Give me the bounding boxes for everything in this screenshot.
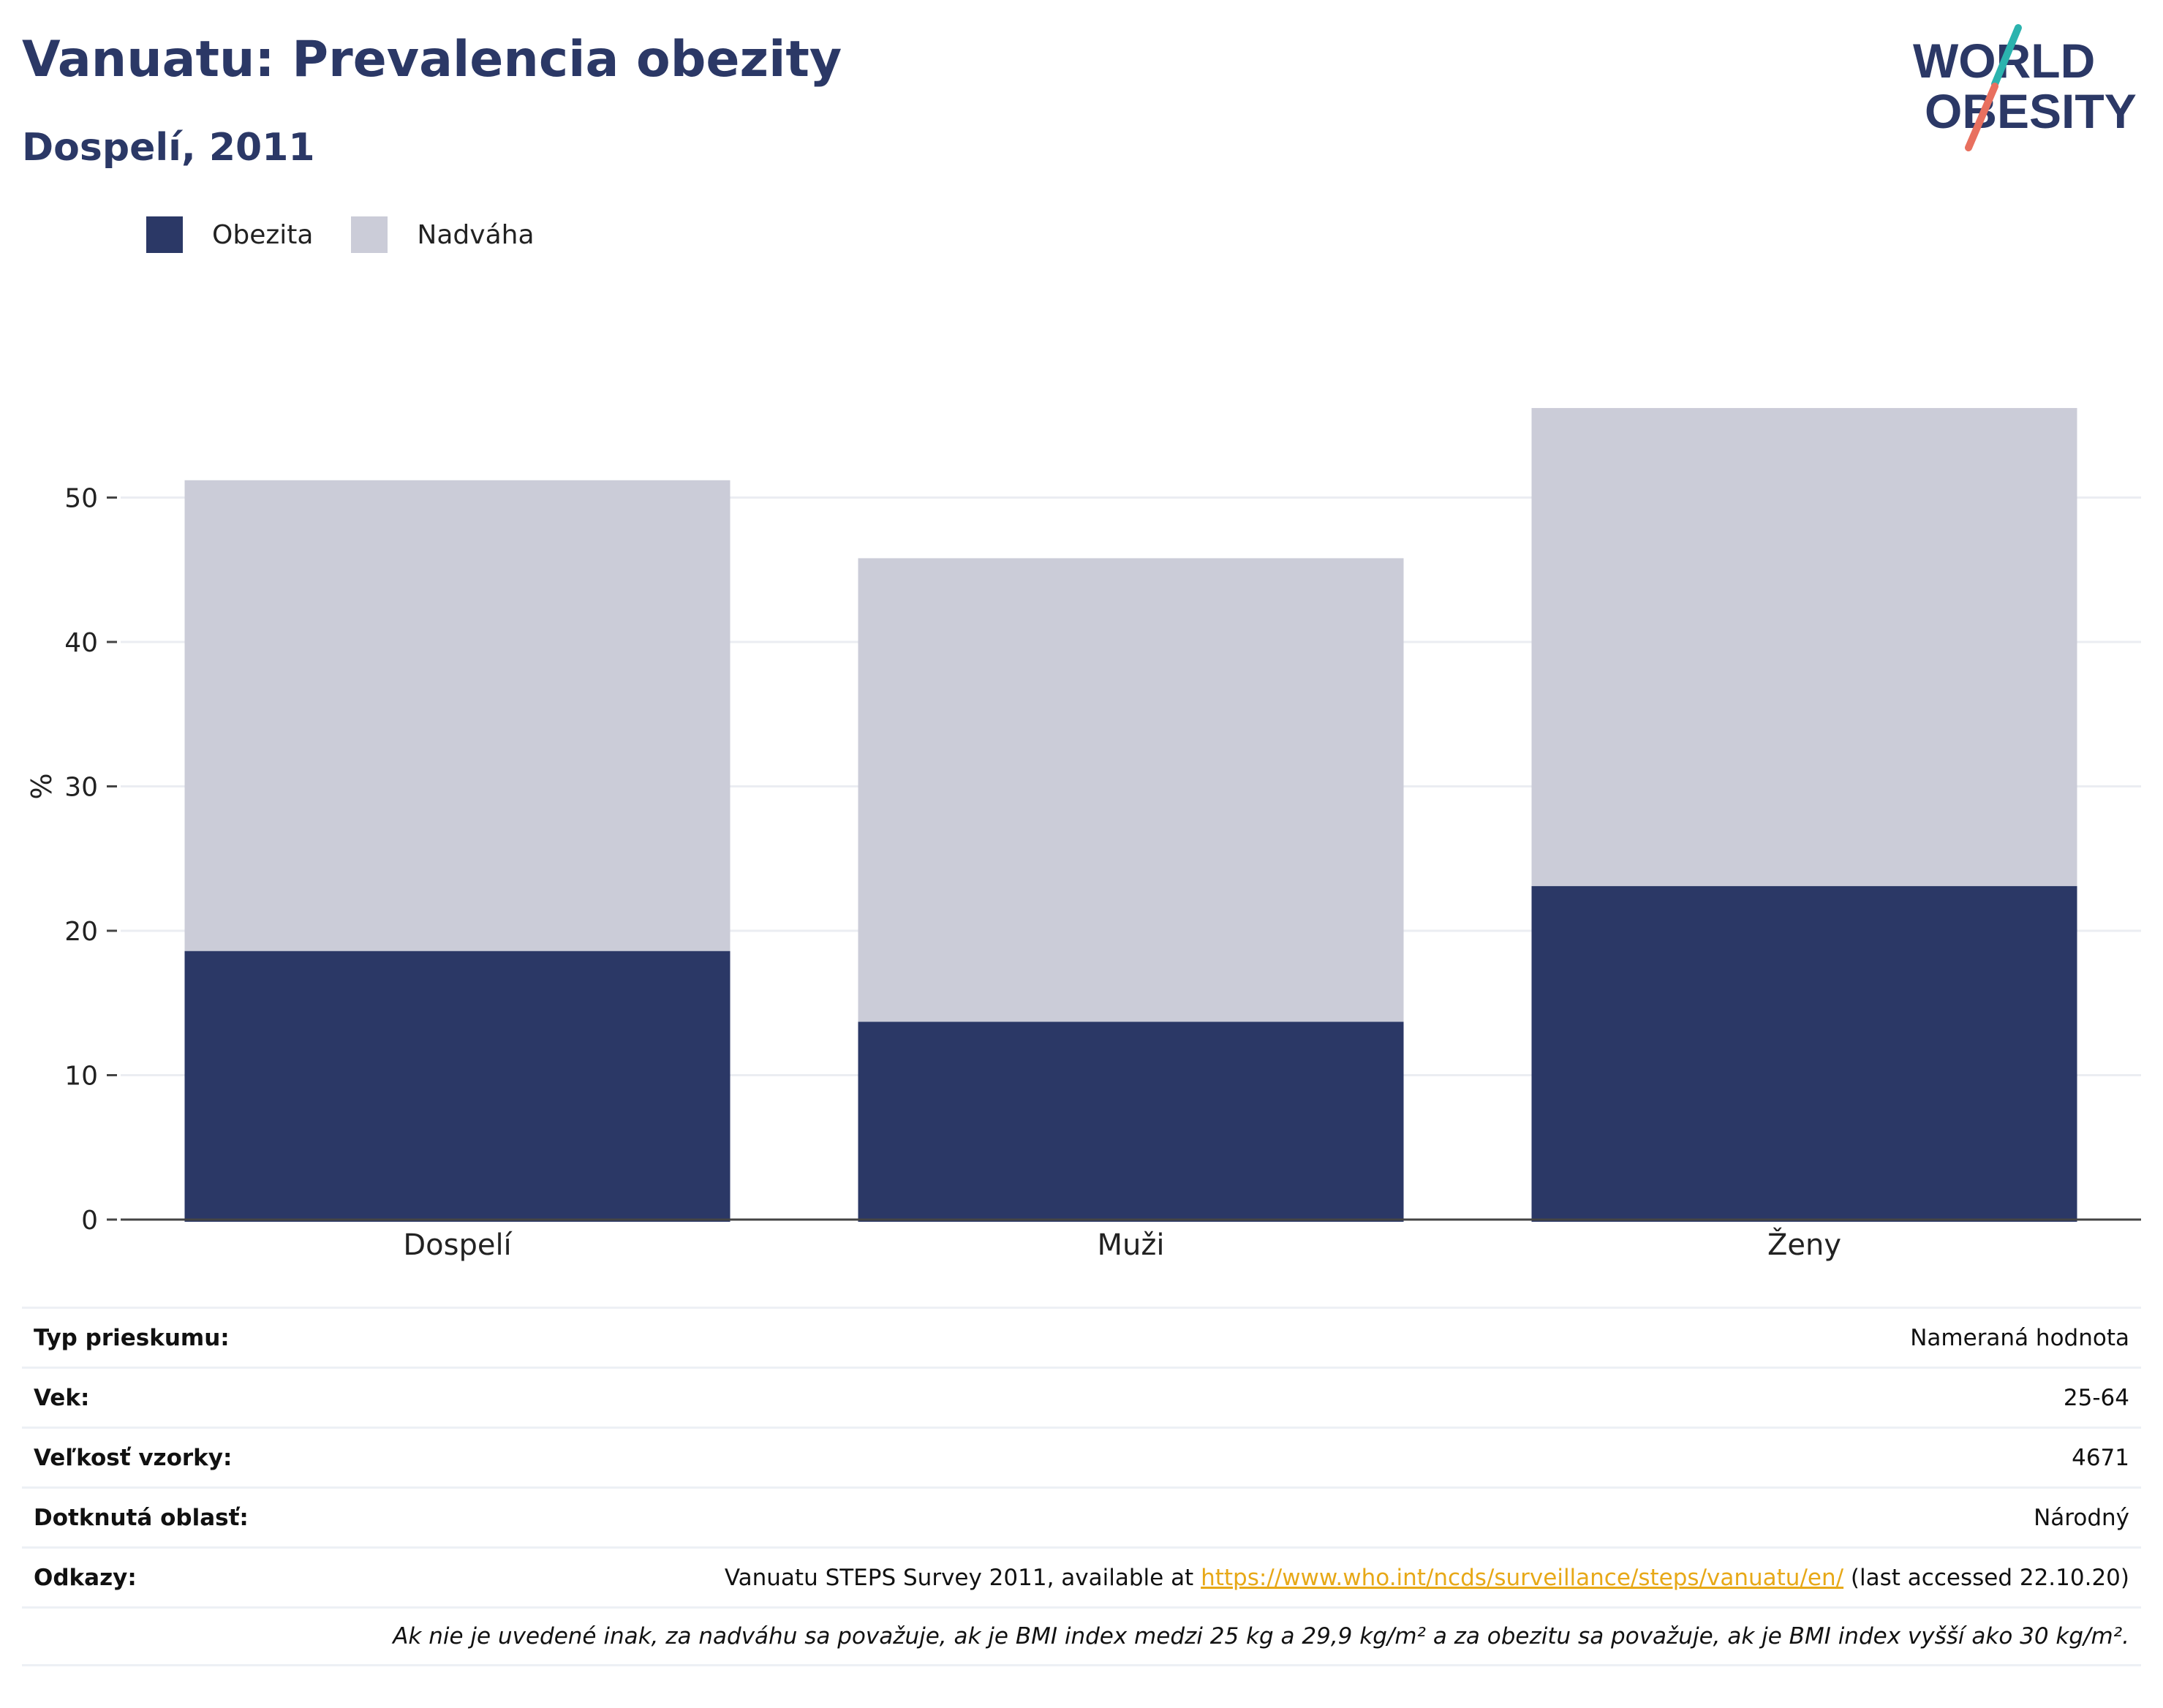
y-tick-label-0: 0 [81,1206,98,1236]
legend-item-obezita[interactable]: Obezita [146,216,313,253]
survey-info-table: Typ prieskumu: Nameraná hodnota Vek: 25-… [22,1307,2141,1666]
legend-label-nadvaha: Nadváha [417,219,535,250]
y-tick-label-50: 50 [64,484,98,514]
legend-label-obezita: Obezita [212,219,314,250]
chart-legend: Obezita Nadváha [146,216,573,253]
y-tick-label-20: 20 [64,917,98,947]
y-axis-label: % [26,773,58,799]
bar-obezita-2 [858,1021,1404,1222]
area-value: Národný [2034,1504,2129,1531]
bar-obezita-3 [1531,885,2077,1222]
info-row-area: Dotknutá oblasť: Národný [22,1486,2141,1546]
world-obesity-logo: WORLD OBESITY [1913,24,2137,151]
chart-title: Vanuatu: Prevalencia obezity [22,31,842,88]
sample-size-label: Veľkosť vzorky: [34,1444,233,1471]
survey-type-label: Typ prieskumu: [34,1324,230,1351]
x-tick-label-2: Muži [1098,1228,1165,1262]
references-link[interactable]: https://www.who.int/ncds/surveillance/st… [1201,1564,1844,1591]
bar-nadváha-2 [858,558,1404,1022]
definition-note: Ak nie je uvedené inak, za nadváhu sa po… [393,1623,2129,1650]
references-value: Vanuatu STEPS Survey 2011, available at … [725,1565,2129,1591]
x-tick-label-3: Ženy [1767,1227,1841,1262]
bar-chart: 0 10 20 30 40 50% Dospelí Muži Ženy [26,408,2141,1262]
references-suffix: (last accessed 22.10.20) [1843,1564,2129,1591]
logo-slash-top [1991,24,2022,88]
info-row-note: Ak nie je uvedené inak, za nadváhu sa po… [22,1606,2141,1666]
sample-size-value: 4671 [2072,1444,2129,1471]
logo-slash-bottom [1965,83,1998,151]
bar-obezita-1 [184,951,731,1222]
info-row-references: Odkazy: Vanuatu STEPS Survey 2011, avail… [22,1546,2141,1606]
info-row-sample-size: Veľkosť vzorky: 4671 [22,1427,2141,1486]
age-label: Vek: [34,1384,90,1411]
legend-swatch-nadvaha [351,216,388,253]
logo-line2: OBESITY [1925,84,2137,138]
x-tick-label-1: Dospelí [403,1228,513,1262]
y-tick-label-40: 40 [64,628,98,658]
age-value: 25-64 [2063,1384,2129,1411]
area-label: Dotknutá oblasť: [34,1504,249,1531]
bar-nadváha-1 [184,480,731,951]
references-label: Odkazy: [34,1564,137,1591]
legend-swatch-obezita [146,216,183,253]
y-tick-label-10: 10 [64,1062,98,1092]
survey-type-value: Nameraná hodnota [1910,1324,2129,1351]
chart-subtitle: Dospelí, 2011 [22,126,315,170]
bar-nadváha-3 [1531,408,2077,886]
y-tick-label-30: 30 [64,773,98,803]
info-row-survey-type: Typ prieskumu: Nameraná hodnota [22,1307,2141,1367]
references-prefix: Vanuatu STEPS Survey 2011, available at [724,1564,1201,1591]
info-row-age: Vek: 25-64 [22,1367,2141,1427]
legend-item-nadvaha[interactable]: Nadváha [351,216,535,253]
